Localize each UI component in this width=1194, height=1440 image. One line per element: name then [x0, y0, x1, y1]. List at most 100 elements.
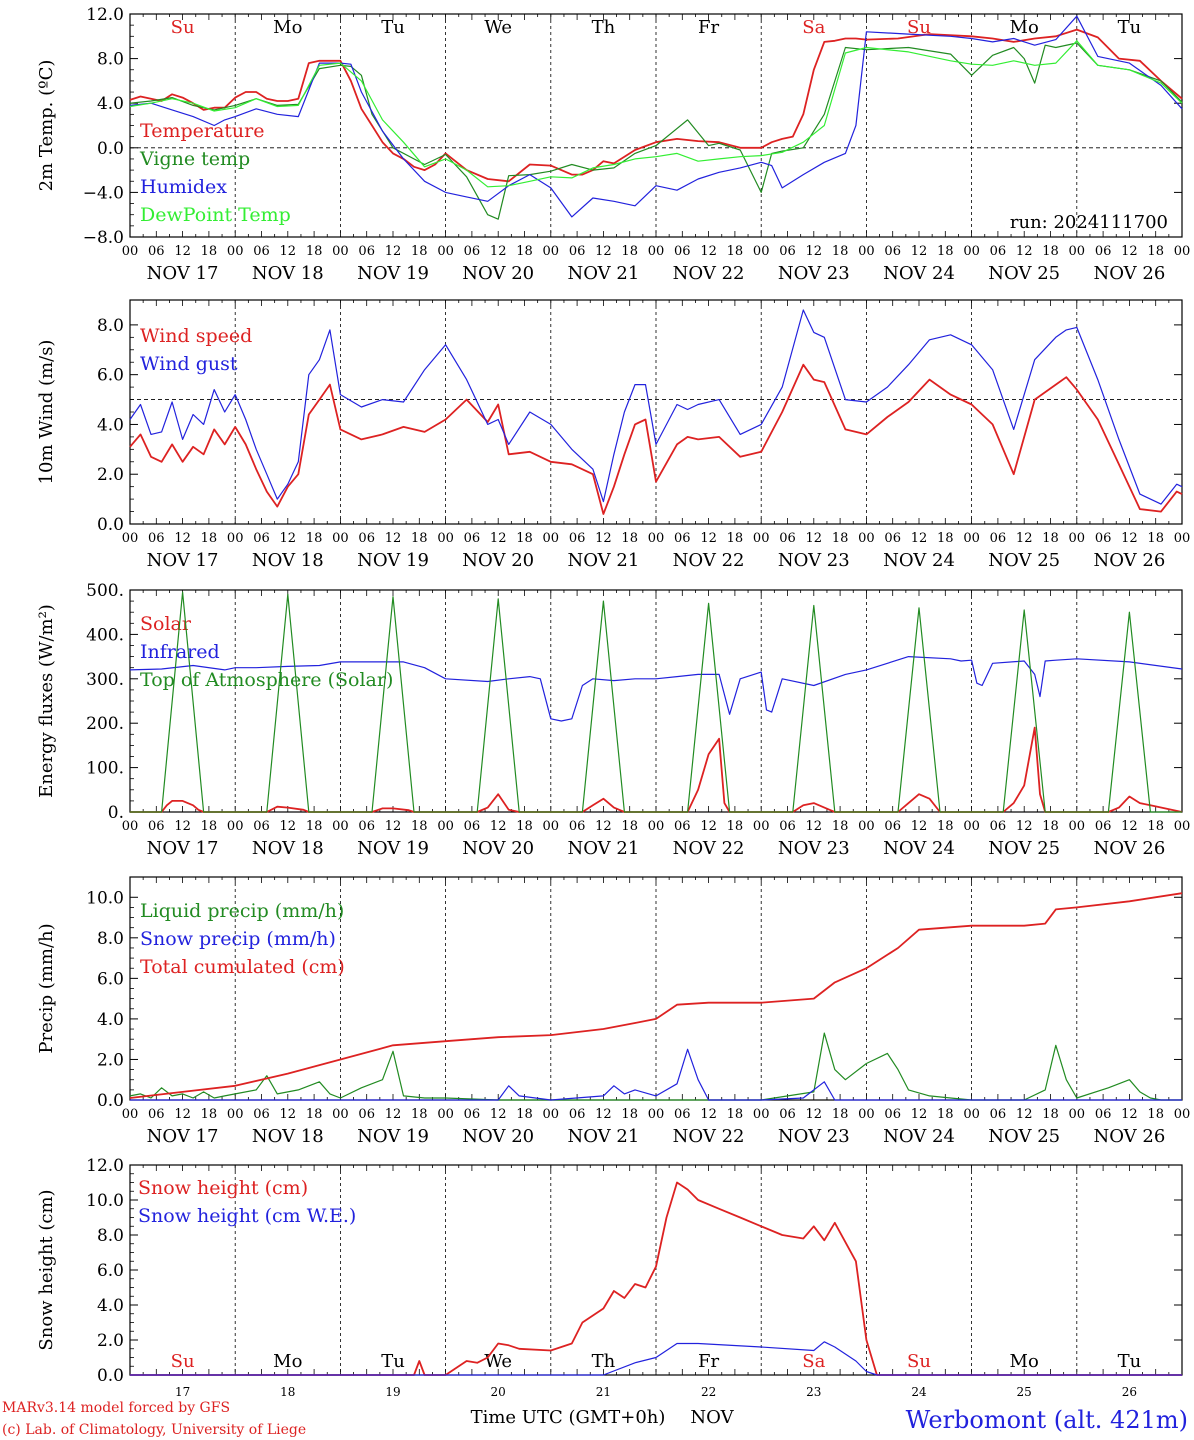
wind-hour-label: 00 [227, 531, 244, 546]
precip-hour-label: 00 [332, 1107, 349, 1122]
temp-hour-label: 06 [253, 244, 270, 259]
snow-ylabel: Snow height (cm) [36, 1189, 57, 1350]
energy-hour-label: 12 [911, 819, 928, 834]
temp-hour-label: 12 [806, 244, 823, 259]
precip-hour-label: 00 [122, 1107, 139, 1122]
snow-ytick-label: 12.0 [86, 1156, 124, 1176]
wind-date-label: NOV 21 [567, 550, 639, 571]
precip-hour-label: 06 [148, 1107, 165, 1122]
wind-hour-label: 06 [569, 531, 586, 546]
temp-date-label: NOV 24 [883, 263, 955, 284]
precip-date-label: NOV 20 [462, 1126, 534, 1147]
precip-hour-label: 12 [1016, 1107, 1033, 1122]
wind-hour-label: 18 [411, 531, 428, 546]
precip-series-line [129, 892, 1183, 1099]
temp-hour-label: 18 [306, 244, 323, 259]
wind-hour-label: 12 [911, 531, 928, 546]
temp-hour-label: 18 [621, 244, 638, 259]
wind-legend-entry: Wind speed [140, 325, 252, 347]
temp-hour-label: 00 [858, 244, 875, 259]
precip-date-label: NOV 24 [883, 1126, 955, 1147]
precip-hour-label: 00 [543, 1107, 560, 1122]
precip-series-line [130, 1048, 1182, 1101]
snow-series-line [130, 1181, 1182, 1376]
snow-weekday-label: Mo [1010, 1351, 1039, 1372]
precip-hour-label: 12 [385, 1107, 402, 1122]
snow-ytick-label: 0.0 [97, 1366, 124, 1386]
temp-date-label: NOV 19 [357, 263, 429, 284]
precip-legend-entry: Total cumulated (cm) [140, 956, 345, 978]
energy-date-label: NOV 20 [462, 838, 534, 859]
temp-hour-label: 18 [201, 244, 218, 259]
energy-hour-label: 00 [543, 819, 560, 834]
precip-hour-label: 18 [832, 1107, 849, 1122]
temp-hour-label: 12 [700, 244, 717, 259]
snow-day-number: 19 [385, 1385, 400, 1399]
snow-day-number: 25 [1017, 1385, 1032, 1399]
energy-date-label: NOV 24 [883, 838, 955, 859]
x-axis-month: NOV [690, 1407, 734, 1428]
wind-hour-label: 18 [621, 531, 638, 546]
precip-date-label: NOV 21 [567, 1126, 639, 1147]
precip-hour-label: 12 [806, 1107, 823, 1122]
snow-weekday-label: Su [171, 1351, 195, 1372]
temp-hour-label: 00 [753, 244, 770, 259]
temp-hour-label: 12 [911, 244, 928, 259]
temp-hour-label: 18 [516, 244, 533, 259]
temp-date-label: NOV 26 [1093, 263, 1165, 284]
energy-date-label: NOV 26 [1093, 838, 1165, 859]
wind-hour-label: 00 [858, 531, 875, 546]
temp-hour-label: 00 [122, 244, 139, 259]
temp-series-line [129, 28, 1183, 183]
wind-hour-label: 00 [648, 531, 665, 546]
wind-hour-label: 18 [1042, 531, 1059, 546]
energy-ytick-label: 200. [86, 714, 124, 734]
precip-hour-label: 06 [884, 1107, 901, 1122]
precip-hour-label: 12 [911, 1107, 928, 1122]
temp-date-label: NOV 22 [673, 263, 745, 284]
temp-ytick-label: 0.0 [97, 139, 124, 159]
wind-date-label: NOV 26 [1093, 550, 1165, 571]
energy-date-label: NOV 19 [357, 838, 429, 859]
energy-hour-label: 18 [516, 819, 533, 834]
temp-hour-label: 06 [358, 244, 375, 259]
x-axis-title: Time UTC (GMT+0h) [471, 1407, 666, 1428]
energy-hour-label: 12 [1016, 819, 1033, 834]
temp-weekday-label: Su [907, 17, 931, 38]
precip-date-label: NOV 22 [673, 1126, 745, 1147]
energy-hour-label: 00 [1174, 819, 1191, 834]
wind-hour-label: 18 [201, 531, 218, 546]
wind-hour-label: 12 [806, 531, 823, 546]
energy-legend-entry: Top of Atmosphere (Solar) [140, 669, 393, 691]
wind-hour-label: 00 [753, 531, 770, 546]
precip-ytick-label: 0.0 [97, 1091, 124, 1111]
snow-weekday-label: Fr [698, 1351, 719, 1372]
energy-hour-label: 18 [306, 819, 323, 834]
energy-legend-entry: Solar [140, 613, 192, 635]
wind-hour-label: 12 [1121, 531, 1138, 546]
wind-series-line [129, 363, 1183, 515]
precip-ytick-label: 2.0 [97, 1050, 124, 1070]
temp-hour-label: 12 [1121, 244, 1138, 259]
precip-hour-label: 06 [253, 1107, 270, 1122]
snow-series-line [130, 1341, 1182, 1376]
temp-hour-label: 12 [280, 244, 297, 259]
energy-ytick-label: 100. [86, 759, 124, 779]
wind-hour-label: 00 [1069, 531, 1086, 546]
precip-date-label: NOV 18 [252, 1126, 324, 1147]
temp-weekday-label: Su [171, 17, 195, 38]
energy-hour-label: 00 [753, 819, 770, 834]
energy-hour-label: 06 [464, 819, 481, 834]
snow-day-number: 24 [911, 1385, 927, 1399]
temp-hour-label: 06 [990, 244, 1007, 259]
energy-hour-label: 06 [358, 819, 375, 834]
wind-ytick-label: 2.0 [97, 465, 124, 485]
temp-hour-label: 12 [1016, 244, 1033, 259]
temp-date-label: NOV 25 [988, 263, 1060, 284]
energy-date-label: NOV 21 [567, 838, 639, 859]
precip-ytick-label: 6.0 [97, 969, 124, 989]
temp-hour-label: 00 [648, 244, 665, 259]
snow-day-number: 21 [596, 1385, 611, 1399]
temp-hour-label: 06 [779, 244, 796, 259]
precip-hour-label: 00 [648, 1107, 665, 1122]
